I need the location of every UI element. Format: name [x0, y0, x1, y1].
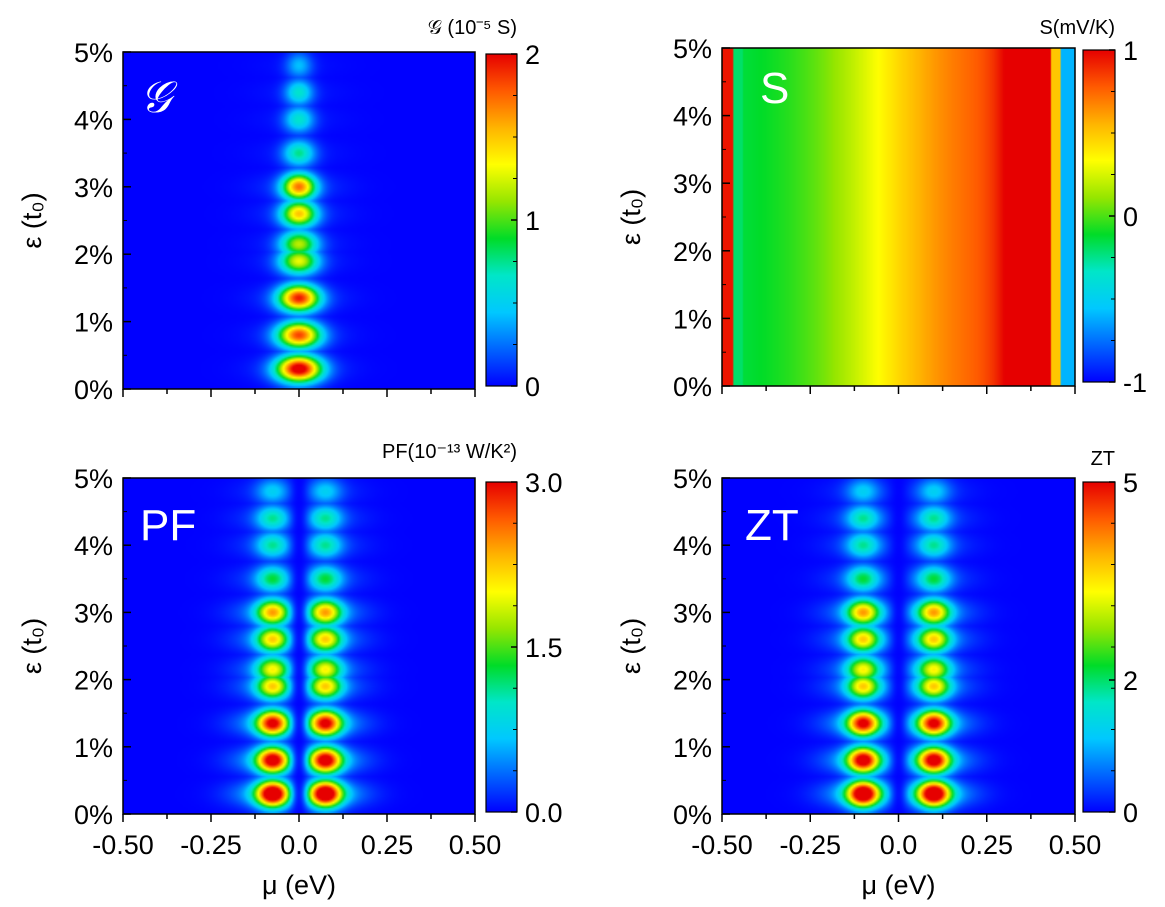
y-tick-label: 4%	[673, 531, 712, 561]
y-axis-label: ε (t₀)	[616, 618, 646, 674]
x-tick-label: -0.25	[180, 830, 242, 860]
panel-label: S	[760, 64, 789, 113]
heatmap-image	[722, 48, 1075, 386]
heatmap-image	[123, 52, 475, 389]
panel-4: ZT 0% 1% 2% 3% 4% 5% ε (t₀) -0.50 -0.25 0.0 0.25 0.5…	[616, 448, 1138, 900]
y-axis-label: ε (t₀)	[17, 192, 47, 248]
panel-label: PF	[140, 501, 196, 550]
y-tick-label: 2%	[673, 237, 712, 267]
colorbar-tick-label: 5	[1123, 468, 1138, 498]
colorbar-tick-label: 0	[525, 372, 540, 402]
colorbar-title: S(mV/K)	[1039, 17, 1115, 39]
colorbar-tick-label: 0	[1123, 798, 1138, 828]
y-tick-label: 1%	[74, 733, 113, 763]
colorbar-tick-label: -1	[1123, 368, 1147, 398]
y-tick-label: 5%	[673, 464, 712, 494]
x-tick-label: 0.0	[880, 830, 918, 860]
x-axis-label: μ (eV)	[861, 870, 935, 900]
y-tick-label: 4%	[74, 105, 113, 135]
colorbar-tick-label: 2	[1123, 666, 1138, 696]
y-axis-label: ε (t₀)	[616, 189, 646, 245]
y-tick-label: 1%	[673, 733, 712, 763]
y-tick-label: 2%	[74, 240, 113, 270]
colorbar-tick-label: 3.0	[525, 468, 563, 498]
x-tick-label: 0.50	[449, 830, 502, 860]
y-tick-label: 0%	[673, 800, 712, 830]
x-tick-label: 0.25	[361, 830, 414, 860]
y-tick-label: 2%	[74, 666, 113, 696]
y-tick-label: 2%	[673, 666, 712, 696]
x-axis-label: μ (eV)	[262, 870, 336, 900]
panel-2: S 0% 1% 2% 3% 4% 5% ε (t₀) -1 0 1 S(mV/K)	[616, 17, 1147, 402]
colorbar-tick-label: 1	[525, 206, 540, 236]
colorbar-tick-label: 0	[1123, 202, 1138, 232]
y-tick-label: 0%	[74, 375, 113, 405]
colorbar	[1082, 481, 1116, 813]
y-axis-label: ε (t₀)	[17, 618, 47, 674]
x-tick-label: -0.25	[779, 830, 841, 860]
y-tick-label: 5%	[74, 38, 113, 68]
y-tick-label: 1%	[74, 308, 113, 338]
y-tick-label: 5%	[74, 464, 113, 494]
panel-label: ZT	[745, 501, 799, 550]
colorbar-tick-label: 0.0	[525, 798, 563, 828]
y-tick-label: 3%	[74, 598, 113, 628]
colorbar-tick-label: 1	[1123, 36, 1138, 66]
colorbar-tick-label: 2	[525, 40, 540, 70]
y-tick-label: 3%	[74, 173, 113, 203]
y-tick-label: 0%	[74, 800, 113, 830]
heatmap-image	[722, 478, 1075, 814]
y-tick-label: 3%	[673, 598, 712, 628]
y-tick-label: 0%	[673, 372, 712, 402]
colorbar-title: PF(10⁻¹³ W/K²)	[382, 441, 517, 463]
y-tick-label: 1%	[673, 304, 712, 334]
colorbar-tick-label: 1.5	[525, 633, 563, 663]
x-tick-label: 0.25	[960, 830, 1013, 860]
y-tick-label: 4%	[74, 531, 113, 561]
y-tick-label: 3%	[673, 169, 712, 199]
colorbar-title: 𝒢 (10⁻⁵ S)	[428, 17, 517, 39]
x-tick-label: -0.50	[92, 830, 154, 860]
heatmap-image	[123, 478, 475, 814]
x-tick-label: 0.50	[1049, 830, 1102, 860]
panel-3: PF 0% 1% 2% 3% 4% 5% ε (t₀) -0.50 -0.25 0.0 0.25 0.5…	[17, 441, 563, 900]
x-tick-label: 0.0	[280, 830, 318, 860]
colorbar-title: ZT	[1091, 448, 1115, 470]
x-tick-label: -0.50	[691, 830, 753, 860]
y-tick-label: 5%	[673, 34, 712, 64]
y-tick-label: 4%	[673, 102, 712, 132]
